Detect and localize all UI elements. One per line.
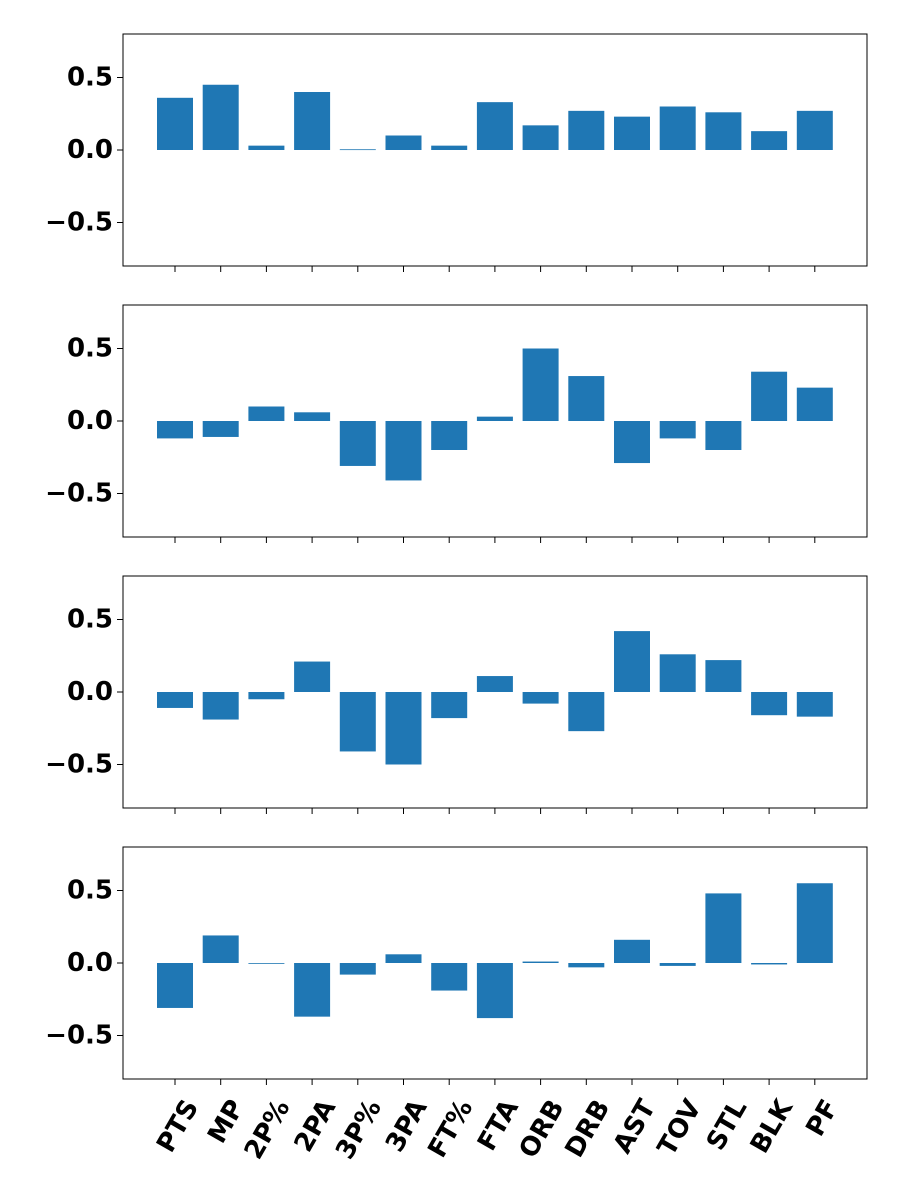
bar-STL: [705, 893, 742, 963]
bar-MP: [202, 935, 239, 963]
bar-BLK: [751, 131, 788, 150]
bar-PTS: [157, 421, 193, 439]
y-tick-label: 0.5: [67, 605, 113, 635]
bar-ORB: [522, 692, 559, 704]
y-tick-label: −0.5: [45, 750, 113, 780]
y-tick-label: −0.5: [45, 479, 113, 509]
bar-ORB: [522, 348, 559, 421]
bar-FT%: [431, 692, 468, 719]
bar-PF: [796, 110, 833, 150]
x-tick-label: TOV: [652, 1095, 708, 1161]
bar-STL: [705, 421, 742, 450]
x-tick-label: ORB: [514, 1095, 571, 1164]
bar-TOV: [659, 106, 696, 150]
x-tick-label: DRB: [560, 1095, 617, 1163]
bar-2PA: [294, 661, 331, 692]
subplot-2: −0.5 0.0 0.5: [45, 304, 868, 543]
bar-2P%: [248, 145, 285, 150]
bar-3PA: [385, 692, 422, 765]
x-tick-label: 3P%: [330, 1095, 388, 1165]
bar-TOV: [659, 963, 696, 966]
x-tick-label: 2P%: [239, 1095, 297, 1165]
bar-2PA: [294, 412, 331, 421]
bar-3P%: [339, 149, 376, 151]
bar-BLK: [751, 371, 788, 421]
bar-FTA: [476, 102, 513, 150]
bar-3P%: [339, 692, 376, 752]
bar-2P%: [248, 692, 285, 700]
bar-DRB: [568, 692, 605, 732]
bar-MP: [202, 84, 239, 150]
bar-AST: [614, 116, 650, 150]
y-tick-label: 0.0: [67, 406, 113, 436]
y-tick-label: 0.0: [67, 677, 113, 707]
bar-STL: [705, 660, 742, 692]
y-tick-label: 0.0: [67, 135, 113, 165]
bar-2P%: [248, 963, 285, 964]
bar-3P%: [339, 421, 376, 466]
y-tick-label: 0.5: [67, 334, 113, 364]
x-tick-label: BLK: [745, 1094, 800, 1159]
bar-TOV: [659, 654, 696, 692]
x-tick-label: AST: [608, 1094, 662, 1158]
bar-PTS: [157, 692, 193, 708]
bar-FTA: [476, 676, 513, 692]
x-tick-label: STL: [701, 1095, 753, 1156]
y-tick-label: −0.5: [45, 208, 113, 238]
bar-3P%: [339, 963, 376, 975]
bar-3PA: [385, 421, 422, 481]
bar-2PA: [294, 92, 331, 150]
bar-ORB: [522, 961, 559, 963]
bar-AST: [614, 939, 650, 963]
bar-TOV: [659, 421, 696, 439]
subplot-4: −0.50.00.5PTSMP2P%2PA3P%3PAFT%FTAORBDRBA…: [45, 846, 868, 1165]
bar-ORB: [522, 125, 559, 150]
x-tick-label: PF: [800, 1095, 844, 1142]
bar-AST: [614, 421, 650, 464]
y-tick-label: 0.5: [67, 876, 113, 906]
bar-MP: [202, 692, 239, 720]
subplot-1: −0.5 0.0 0.5: [45, 33, 868, 272]
x-tick-label: PTS: [151, 1095, 205, 1158]
bar-FTA: [476, 416, 513, 421]
bar-FT%: [431, 421, 468, 450]
bar-2P%: [248, 406, 285, 421]
bar-PF: [796, 883, 833, 963]
y-tick-label: −0.5: [45, 1021, 113, 1051]
bar-FT%: [431, 963, 468, 991]
subplot-3: −0.5 0.0 0.5: [45, 575, 868, 814]
x-tick-label: FT%: [422, 1095, 479, 1163]
y-tick-label: 0.0: [67, 948, 113, 978]
bar-DRB: [568, 963, 605, 968]
bar-PTS: [157, 963, 193, 1008]
bar-3PA: [385, 135, 422, 150]
bar-PF: [796, 692, 833, 717]
bar-DRB: [568, 110, 605, 150]
bar-MP: [202, 421, 239, 437]
bar-3PA: [385, 954, 422, 963]
bar-FTA: [476, 963, 513, 1019]
bar-PTS: [157, 97, 193, 150]
bar-BLK: [751, 963, 788, 965]
bar-DRB: [568, 376, 605, 421]
bar-2PA: [294, 963, 331, 1017]
y-tick-label: 0.5: [67, 63, 113, 93]
bar-AST: [614, 631, 650, 692]
bar-STL: [705, 112, 742, 150]
bar-PF: [796, 387, 833, 421]
bar-BLK: [751, 692, 788, 716]
bar-FT%: [431, 145, 468, 150]
